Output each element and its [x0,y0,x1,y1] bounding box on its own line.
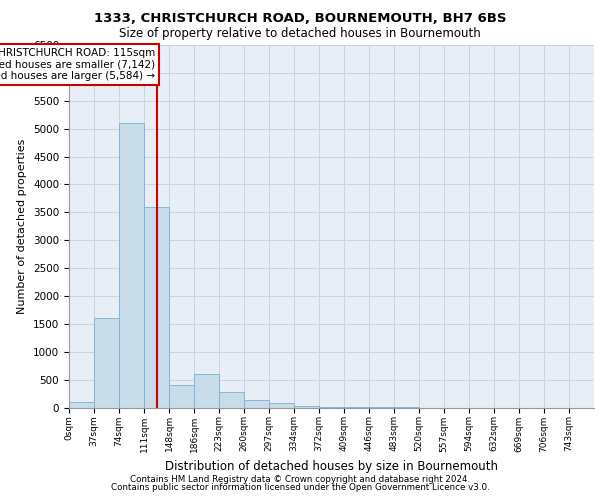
Bar [269,404,294,407]
Text: 1333, CHRISTCHURCH ROAD, BOURNEMOUTH, BH7 6BS: 1333, CHRISTCHURCH ROAD, BOURNEMOUTH, BH… [94,12,506,26]
Y-axis label: Number of detached properties: Number of detached properties [17,138,28,314]
Text: 1333 CHRISTCHURCH ROAD: 115sqm
← 56% of detached houses are smaller (7,142)
44% : 1333 CHRISTCHURCH ROAD: 115sqm ← 56% of … [0,48,155,81]
Text: Contains public sector information licensed under the Open Government Licence v3: Contains public sector information licen… [110,484,490,492]
Bar [94,318,119,408]
Bar [244,400,269,407]
Bar [144,206,169,408]
Bar [119,123,144,408]
Bar [69,402,94,407]
Bar [294,406,319,407]
Bar [219,392,244,407]
Bar [319,406,344,408]
Text: Contains HM Land Registry data © Crown copyright and database right 2024.: Contains HM Land Registry data © Crown c… [130,474,470,484]
X-axis label: Distribution of detached houses by size in Bournemouth: Distribution of detached houses by size … [165,460,498,473]
Bar [194,374,219,408]
Bar [169,385,194,407]
Text: Size of property relative to detached houses in Bournemouth: Size of property relative to detached ho… [119,28,481,40]
